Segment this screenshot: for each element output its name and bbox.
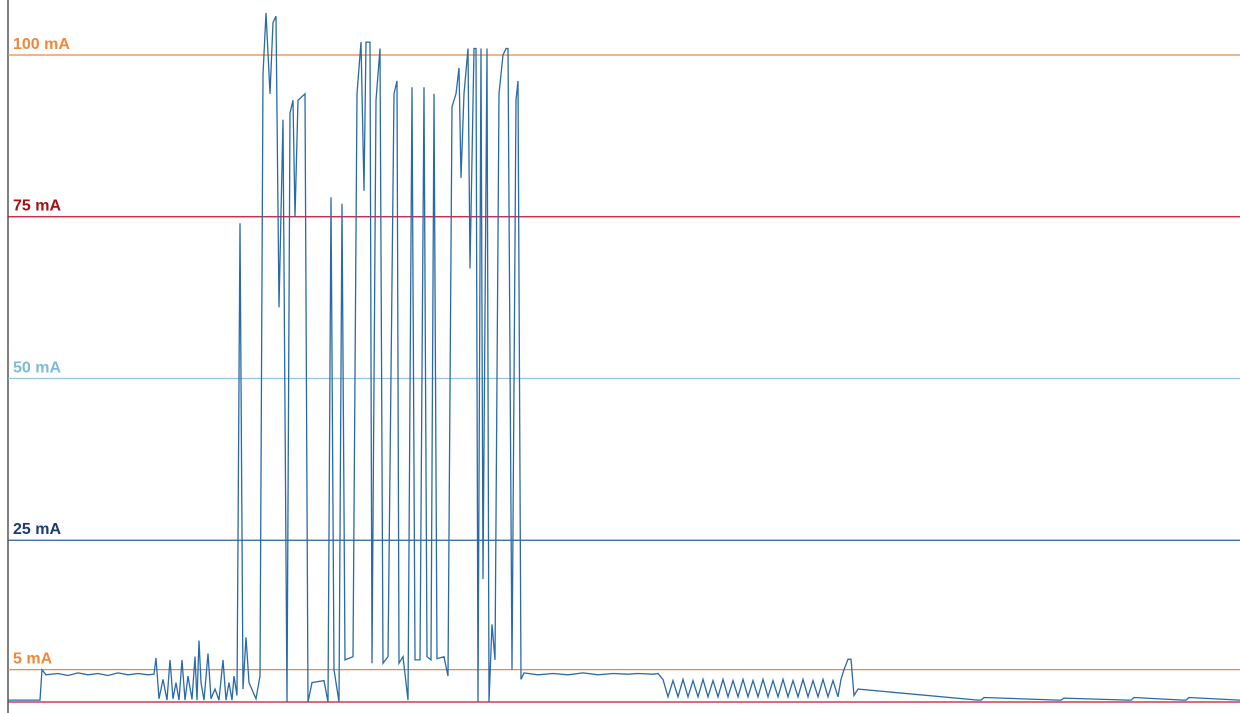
reference-label: 75 mA: [13, 198, 61, 215]
reference-label: 50 mA: [13, 359, 61, 376]
series-line: [8, 12, 1240, 703]
reference-label: 5 mA: [13, 651, 53, 668]
reference-label: 100 mA: [13, 36, 70, 53]
reference-label: 25 mA: [13, 521, 61, 538]
